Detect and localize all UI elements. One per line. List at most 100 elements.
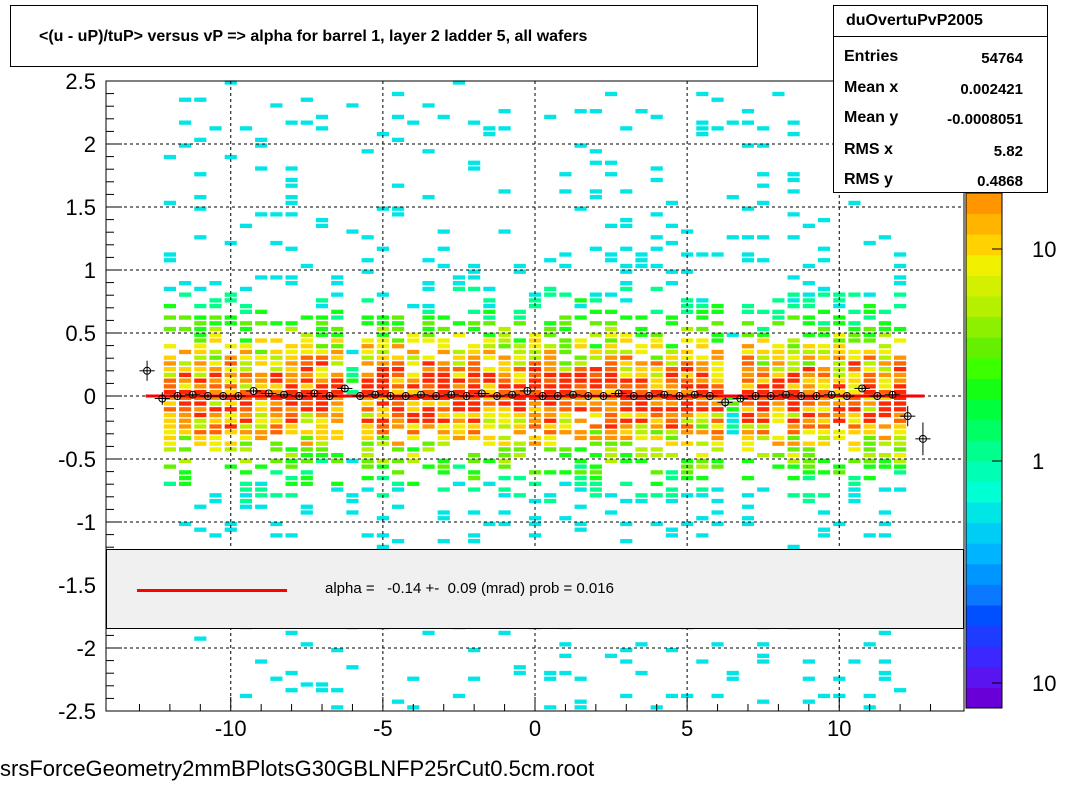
heatmap-cell <box>468 435 481 441</box>
heatmap-cell <box>559 642 572 647</box>
heatmap-cell <box>802 361 815 366</box>
heatmap-cell <box>239 367 253 372</box>
color-scale-bin <box>966 481 1002 503</box>
heatmap-cell <box>315 223 329 228</box>
heatmap-cell <box>285 275 298 280</box>
heatmap-cell <box>392 344 405 349</box>
heatmap-cell <box>817 395 831 400</box>
heatmap-cell <box>239 372 253 378</box>
heatmap-cell <box>696 298 709 303</box>
heatmap-cell <box>498 412 511 418</box>
heatmap-cell <box>361 458 374 464</box>
heatmap-cell <box>179 292 192 297</box>
heatmap-cell <box>604 510 618 515</box>
heatmap-cell <box>848 372 861 378</box>
heatmap-cell <box>376 389 389 395</box>
heatmap-cell <box>483 338 496 343</box>
heatmap-cell <box>772 315 785 320</box>
heatmap-cell <box>559 367 572 372</box>
heatmap-cell <box>194 435 207 441</box>
heatmap-cell <box>209 303 222 309</box>
heatmap-cell <box>787 298 800 303</box>
color-scale-bin <box>966 584 1002 606</box>
heatmap-cell <box>422 321 435 326</box>
heatmap-cell <box>635 258 648 263</box>
heatmap-cell <box>833 401 846 406</box>
heatmap-cell <box>163 372 176 378</box>
heatmap-cell <box>604 372 618 378</box>
heatmap-cell <box>665 407 678 412</box>
heatmap-cell <box>300 97 313 102</box>
heatmap-cell <box>574 143 587 148</box>
heatmap-cell <box>620 298 633 303</box>
heatmap-cell <box>802 389 815 395</box>
heatmap-cell <box>270 441 283 446</box>
heatmap-cell <box>848 332 861 337</box>
heatmap-cell <box>665 453 678 458</box>
heatmap-cell <box>802 263 815 269</box>
heatmap-cell <box>163 441 176 446</box>
heatmap-cell <box>528 389 542 395</box>
heatmap-cell <box>179 475 192 481</box>
heatmap-cell <box>285 349 298 355</box>
heatmap-cell <box>589 401 602 406</box>
heatmap-cell <box>696 453 709 458</box>
heatmap-cell <box>544 332 557 337</box>
heatmap-cell <box>589 332 602 337</box>
heatmap-cell <box>285 389 298 395</box>
heatmap-cell <box>863 309 876 314</box>
heatmap-cell <box>650 309 663 314</box>
heatmap-cell <box>681 389 694 395</box>
heatmap-cell <box>255 275 268 280</box>
heatmap-cell <box>574 430 587 435</box>
heatmap-cell <box>894 281 907 286</box>
heatmap-cell <box>559 412 572 418</box>
heatmap-cell <box>392 418 405 423</box>
heatmap-cell <box>620 521 633 527</box>
heatmap-cell <box>894 384 907 389</box>
heatmap-cell <box>620 189 633 194</box>
heatmap-cell <box>650 481 663 486</box>
heatmap-cell <box>513 418 526 423</box>
heatmap-cell <box>620 217 633 223</box>
heatmap-cell <box>407 120 420 125</box>
heatmap-cell <box>468 424 481 429</box>
heatmap-cell <box>635 458 648 464</box>
heatmap-cell <box>376 418 389 423</box>
heatmap-cell <box>757 407 770 412</box>
stats-label: RMS x <box>844 141 893 158</box>
heatmap-cell <box>863 441 876 446</box>
heatmap-cell <box>741 475 755 481</box>
heatmap-cell <box>483 424 496 429</box>
heatmap-cell <box>863 453 876 458</box>
heatmap-cell <box>483 349 496 355</box>
heatmap-cell <box>255 166 268 171</box>
heatmap-cell <box>300 332 313 337</box>
heatmap-cell <box>650 286 663 292</box>
heatmap-cell <box>194 137 207 142</box>
heatmap-cell <box>468 269 481 274</box>
heatmap-cell <box>437 315 450 320</box>
heatmap-cell <box>711 321 724 326</box>
heatmap-cell <box>711 378 724 383</box>
heatmap-cell <box>331 378 344 383</box>
heatmap-cell <box>346 458 359 464</box>
heatmap-cell <box>513 412 526 418</box>
heatmap-cell <box>894 418 907 423</box>
heatmap-cell <box>696 533 709 538</box>
heatmap-cell <box>498 510 511 515</box>
heatmap-cell <box>863 533 876 538</box>
heatmap-cell <box>665 412 678 418</box>
heatmap-cell <box>574 378 587 383</box>
heatmap-cell <box>270 424 283 429</box>
heatmap-cell <box>452 80 466 85</box>
heatmap-cell <box>559 338 572 343</box>
heatmap-cell <box>544 401 557 406</box>
heatmap-cell <box>711 338 724 343</box>
heatmap-cell <box>772 395 785 400</box>
heatmap-cell <box>285 407 298 412</box>
profile-point <box>812 392 821 400</box>
heatmap-cell <box>757 349 770 355</box>
heatmap-cell <box>817 418 831 423</box>
profile-point <box>325 392 334 400</box>
